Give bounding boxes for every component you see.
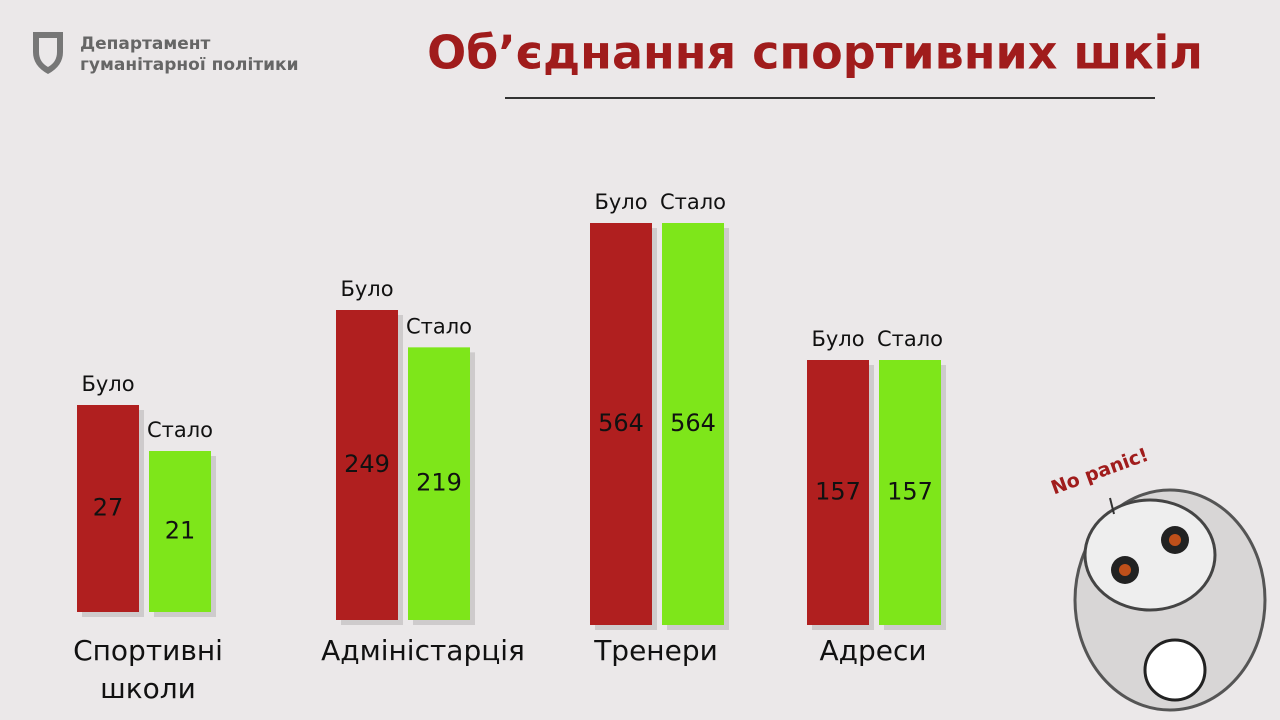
lemur-pupil (1169, 534, 1181, 546)
lemur-head (1083, 498, 1217, 612)
series-label: Було (81, 372, 134, 396)
series-label: Стало (660, 190, 726, 214)
series-label: Було (594, 190, 647, 214)
bar (336, 310, 398, 620)
bar (590, 223, 652, 625)
data-label: 219 (416, 469, 462, 497)
lemur (1073, 488, 1267, 712)
logo-box: Департамент гуманітарної політики (80, 34, 299, 75)
category-box: Адреси (819, 634, 927, 667)
chart-title: Об’єднання спортивних шкіл (427, 26, 1203, 80)
category-box: Тренери (594, 634, 718, 667)
bar (879, 360, 941, 625)
data-label: 27 (93, 494, 124, 522)
pointer (1109, 497, 1115, 515)
series-label: Стало (406, 314, 472, 338)
series-label: Було (811, 327, 864, 351)
x-tick-label: Адміністарція (321, 634, 525, 667)
logo: Департамент гуманітарної політики (80, 34, 299, 75)
bar (662, 223, 724, 625)
bar (77, 405, 139, 612)
series-label: Стало (877, 327, 943, 351)
x-tick-label: Тренери (594, 634, 718, 667)
data-label: 157 (887, 478, 933, 506)
lemur-pupil (1119, 564, 1131, 576)
bar (408, 347, 470, 620)
x-tick-label: Спортивні школи (назви) (73, 634, 223, 712)
bar (149, 451, 211, 612)
ball (1143, 638, 1207, 702)
logo-icon (33, 32, 63, 74)
series-label: Було (340, 277, 393, 301)
data-label: 564 (598, 409, 644, 437)
data-label: 564 (670, 409, 716, 437)
series-label: Стало (147, 418, 213, 442)
category-box: Спортивні школи (назви) (73, 634, 223, 712)
category-box: Адміністарція (321, 634, 525, 667)
bar (807, 360, 869, 625)
data-label: 157 (815, 478, 861, 506)
x-tick-label: Адреси (819, 634, 927, 667)
data-label: 249 (344, 450, 390, 478)
data-label: 21 (165, 517, 196, 545)
